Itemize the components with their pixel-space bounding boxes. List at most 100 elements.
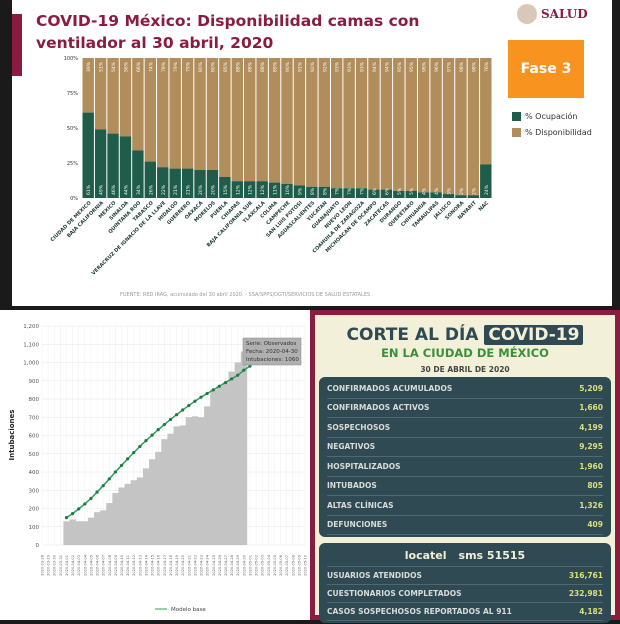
x-tick-label: 2020-04-21	[187, 555, 191, 576]
x-tick-label: 2020-05-07	[285, 555, 289, 576]
y-tick-label: 800	[29, 397, 40, 403]
model-point[interactable]	[162, 422, 166, 427]
y-tick-label: 600	[29, 434, 40, 440]
x-tick-label: 2020-04-12	[132, 555, 136, 576]
label-disponibilidad: 93%	[347, 61, 353, 72]
label-disponibilidad: 51%	[99, 61, 105, 72]
bar-disponibilidad	[119, 58, 132, 137]
model-point[interactable]	[236, 373, 240, 377]
bar-ocupacion	[94, 129, 107, 198]
label-ocupacion: 61%	[86, 184, 92, 195]
label-disponibilidad: 94%	[372, 61, 378, 72]
x-tick-label: 2020-04-15	[151, 555, 155, 576]
label-ocupacion: 49%	[99, 184, 105, 195]
bar-disponibilidad	[368, 58, 380, 190]
model-point[interactable]	[242, 368, 246, 372]
model-point[interactable]	[70, 512, 75, 516]
model-point[interactable]	[174, 413, 179, 417]
label-disponibilidad: 88%	[248, 61, 254, 72]
model-point[interactable]	[230, 377, 234, 381]
stat-value: 805	[587, 481, 603, 491]
bar-disponibilidad	[244, 58, 256, 182]
model-point[interactable]	[83, 502, 87, 506]
stat-label: DEFUNCIONES	[327, 520, 388, 530]
label-ocupacion: 8%	[310, 187, 316, 195]
observed-bar	[240, 351, 248, 545]
x-tick-label: 2020-03-31	[59, 555, 63, 576]
model-point[interactable]	[217, 384, 221, 388]
model-point[interactable]	[95, 490, 99, 494]
stat-row: ALTAS CLÍNICAS 1,326	[327, 496, 603, 516]
svg-text:Fecha: 2020-04-30: Fecha: 2020-04-30	[246, 349, 298, 355]
category-label: NAC	[478, 200, 491, 213]
bar-disponibilidad	[268, 58, 281, 183]
model-point[interactable]	[156, 428, 160, 432]
model-point[interactable]	[138, 444, 142, 449]
model-point[interactable]	[248, 364, 252, 368]
stat-label: CONFIRMADOS ACUMULADOS	[327, 383, 453, 393]
bar-disponibilidad	[417, 58, 430, 193]
model-point[interactable]	[187, 403, 191, 408]
model-point[interactable]	[144, 439, 148, 443]
model-point[interactable]	[77, 507, 81, 511]
model-point[interactable]	[150, 433, 154, 437]
salud-logo: SALUD	[517, 4, 588, 24]
model-point[interactable]	[89, 496, 93, 501]
model-point[interactable]	[113, 470, 117, 474]
bar-ocupacion	[293, 185, 306, 198]
label-disponibilidad: 97%	[447, 61, 453, 72]
report-title: CORTE AL DÍA COVID-19	[315, 325, 615, 345]
observed-bar	[204, 406, 211, 545]
y-tick-label: 50%	[67, 126, 78, 132]
model-point[interactable]	[199, 395, 203, 399]
y-tick-label: 200	[29, 507, 40, 513]
label-disponibilidad: 79%	[186, 61, 192, 72]
model-point[interactable]	[119, 463, 124, 468]
y-axis-label: Intubaciones	[8, 410, 16, 461]
stat-value: 1,960	[579, 461, 603, 471]
model-point[interactable]	[107, 477, 111, 481]
stacked-bar-chart: 100%75%50%25%0%61%39%CIUDAD DE MEXICO49%…	[50, 56, 492, 277]
bar-ocupacion	[281, 184, 293, 198]
model-point[interactable]	[211, 388, 215, 392]
observed-bar	[81, 521, 89, 545]
bar-ocupacion	[405, 191, 417, 198]
label-disponibilidad: 95%	[397, 61, 403, 72]
model-point[interactable]	[205, 391, 209, 396]
bar-ocupacion	[132, 150, 144, 198]
label-ocupacion: 2%	[459, 187, 465, 195]
source-note: FUENTE: RED IRAG, acumulado del 30 abril…	[120, 292, 371, 298]
observed-bar	[173, 426, 180, 545]
model-point[interactable]	[132, 451, 136, 455]
label-ocupacion: 5%	[409, 187, 415, 195]
bar-ocupacion	[244, 181, 256, 198]
model-point[interactable]	[126, 457, 130, 461]
observed-bar	[118, 487, 125, 545]
label-ocupacion: 24%	[484, 184, 490, 195]
model-point[interactable]	[223, 380, 228, 385]
observed-bar	[149, 459, 156, 545]
legend-label[interactable]: Modelo base	[171, 607, 206, 613]
x-tick-label: 2020-04-26	[218, 554, 222, 576]
stat-label: NEGATIVOS	[327, 442, 376, 452]
label-ocupacion: 6%	[384, 187, 390, 195]
label-disponibilidad: 96%	[422, 61, 428, 72]
observed-bar	[63, 521, 70, 545]
stat-value: 409	[587, 520, 603, 530]
bar-disponibilidad	[343, 58, 355, 189]
model-point[interactable]	[168, 417, 173, 422]
stat-row: DEFUNCIONES 409	[327, 516, 603, 535]
bar-ocupacion	[306, 186, 318, 198]
model-point[interactable]	[101, 484, 105, 488]
model-point[interactable]	[193, 399, 197, 403]
label-ocupacion: 44%	[123, 184, 129, 195]
bar-ocupacion	[119, 136, 132, 198]
model-point[interactable]	[64, 516, 69, 520]
x-tick-label: 2020-05-02	[255, 555, 259, 576]
observed-bar	[69, 519, 76, 545]
bar-ocupacion	[256, 181, 268, 198]
bar-disponibilidad	[430, 58, 442, 193]
ventilator-beds-slide: COVID-19 México: Disponibilidad camas co…	[12, 0, 612, 306]
locatel-logo: locatel	[404, 549, 447, 562]
model-point[interactable]	[181, 408, 185, 412]
